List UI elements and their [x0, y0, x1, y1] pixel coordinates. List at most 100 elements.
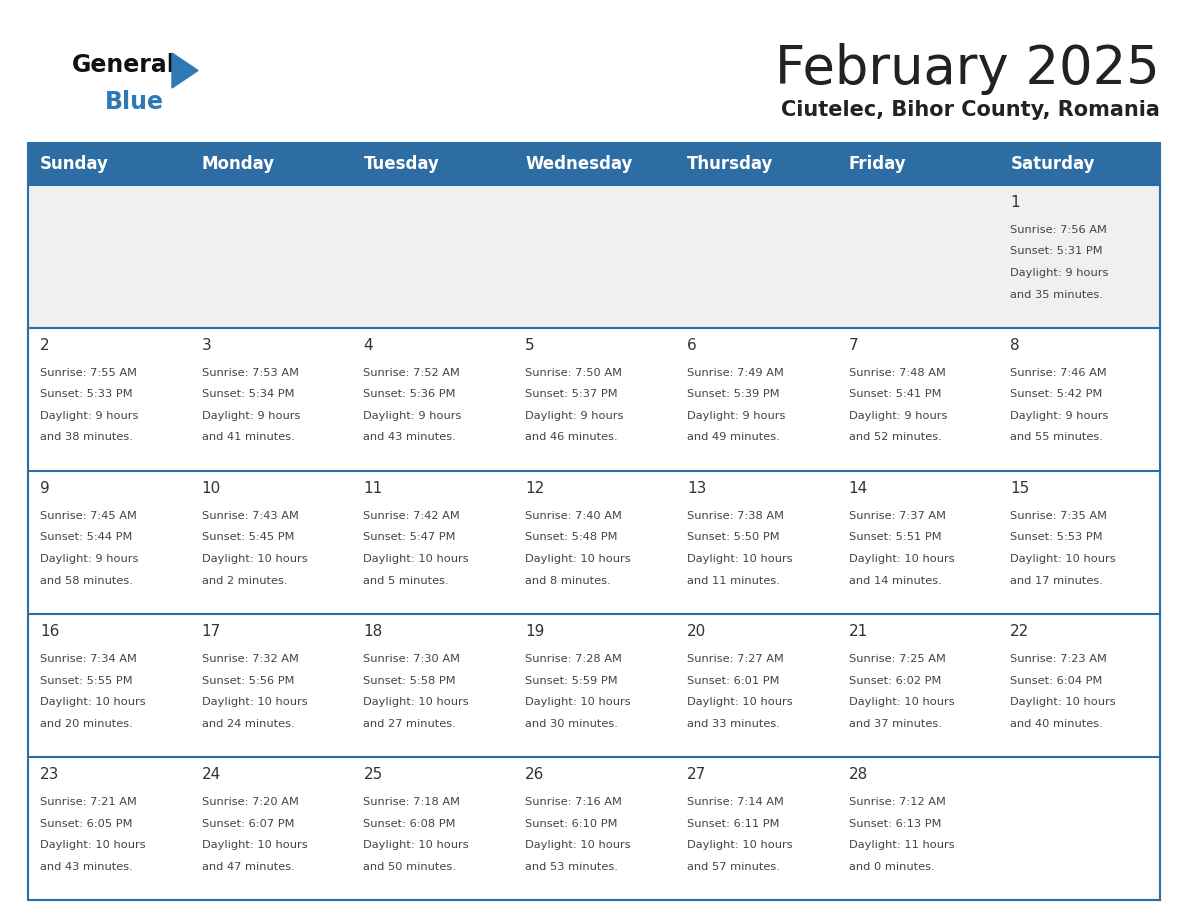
- Text: Daylight: 10 hours: Daylight: 10 hours: [364, 840, 469, 850]
- Text: and 30 minutes.: and 30 minutes.: [525, 719, 618, 729]
- Text: Daylight: 10 hours: Daylight: 10 hours: [40, 840, 146, 850]
- Text: and 47 minutes.: and 47 minutes.: [202, 861, 295, 871]
- Text: 28: 28: [848, 767, 867, 782]
- Text: 22: 22: [1010, 624, 1030, 639]
- Text: Sunrise: 7:53 AM: Sunrise: 7:53 AM: [202, 368, 298, 378]
- Text: Sunset: 5:56 PM: Sunset: 5:56 PM: [202, 676, 295, 686]
- Text: Daylight: 9 hours: Daylight: 9 hours: [1010, 268, 1108, 278]
- Text: and 43 minutes.: and 43 minutes.: [40, 861, 133, 871]
- Text: 14: 14: [848, 481, 867, 496]
- Polygon shape: [172, 53, 198, 88]
- Text: Sunrise: 7:21 AM: Sunrise: 7:21 AM: [40, 797, 137, 807]
- Text: Daylight: 10 hours: Daylight: 10 hours: [364, 697, 469, 707]
- Text: 27: 27: [687, 767, 706, 782]
- Text: Sunrise: 7:32 AM: Sunrise: 7:32 AM: [202, 654, 298, 664]
- Text: Sunrise: 7:40 AM: Sunrise: 7:40 AM: [525, 511, 623, 521]
- Text: Daylight: 10 hours: Daylight: 10 hours: [687, 840, 792, 850]
- Text: and 58 minutes.: and 58 minutes.: [40, 576, 133, 586]
- Text: Daylight: 9 hours: Daylight: 9 hours: [525, 411, 624, 421]
- Text: Saturday: Saturday: [1010, 155, 1095, 173]
- Text: Daylight: 9 hours: Daylight: 9 hours: [40, 411, 138, 421]
- Text: and 8 minutes.: and 8 minutes.: [525, 576, 611, 586]
- Text: Sunrise: 7:12 AM: Sunrise: 7:12 AM: [848, 797, 946, 807]
- Text: 8: 8: [1010, 338, 1020, 353]
- Text: 26: 26: [525, 767, 544, 782]
- Text: Sunrise: 7:27 AM: Sunrise: 7:27 AM: [687, 654, 784, 664]
- Text: Daylight: 10 hours: Daylight: 10 hours: [364, 554, 469, 564]
- Text: Daylight: 9 hours: Daylight: 9 hours: [1010, 411, 1108, 421]
- Text: Sunset: 5:50 PM: Sunset: 5:50 PM: [687, 532, 779, 543]
- Text: and 11 minutes.: and 11 minutes.: [687, 576, 779, 586]
- Text: 20: 20: [687, 624, 706, 639]
- Text: and 40 minutes.: and 40 minutes.: [1010, 719, 1102, 729]
- Text: and 0 minutes.: and 0 minutes.: [848, 861, 934, 871]
- Text: Sunrise: 7:16 AM: Sunrise: 7:16 AM: [525, 797, 623, 807]
- Text: Sunrise: 7:37 AM: Sunrise: 7:37 AM: [848, 511, 946, 521]
- Text: Sunset: 6:10 PM: Sunset: 6:10 PM: [525, 819, 618, 829]
- Text: 1: 1: [1010, 195, 1020, 210]
- Text: 24: 24: [202, 767, 221, 782]
- Text: Sunset: 5:31 PM: Sunset: 5:31 PM: [1010, 247, 1102, 256]
- Text: 12: 12: [525, 481, 544, 496]
- Text: and 14 minutes.: and 14 minutes.: [848, 576, 941, 586]
- Text: and 46 minutes.: and 46 minutes.: [525, 432, 618, 442]
- Text: Daylight: 10 hours: Daylight: 10 hours: [848, 554, 954, 564]
- Text: Wednesday: Wednesday: [525, 155, 632, 173]
- Text: 4: 4: [364, 338, 373, 353]
- Text: Sunrise: 7:46 AM: Sunrise: 7:46 AM: [1010, 368, 1107, 378]
- Text: Sunrise: 7:50 AM: Sunrise: 7:50 AM: [525, 368, 623, 378]
- Text: and 41 minutes.: and 41 minutes.: [202, 432, 295, 442]
- Text: Sunset: 6:04 PM: Sunset: 6:04 PM: [1010, 676, 1102, 686]
- Text: Sunset: 6:07 PM: Sunset: 6:07 PM: [202, 819, 295, 829]
- Text: 9: 9: [40, 481, 50, 496]
- Text: and 35 minutes.: and 35 minutes.: [1010, 289, 1104, 299]
- Text: and 49 minutes.: and 49 minutes.: [687, 432, 779, 442]
- Text: 13: 13: [687, 481, 706, 496]
- Text: Daylight: 10 hours: Daylight: 10 hours: [687, 554, 792, 564]
- Text: and 24 minutes.: and 24 minutes.: [202, 719, 295, 729]
- Text: and 57 minutes.: and 57 minutes.: [687, 861, 779, 871]
- Bar: [29, 757, 1159, 900]
- Text: 6: 6: [687, 338, 696, 353]
- Text: Daylight: 9 hours: Daylight: 9 hours: [40, 554, 138, 564]
- Text: Sunrise: 7:42 AM: Sunrise: 7:42 AM: [364, 511, 460, 521]
- Bar: [29, 471, 1159, 614]
- Text: 23: 23: [40, 767, 59, 782]
- Text: and 50 minutes.: and 50 minutes.: [364, 861, 456, 871]
- Text: Daylight: 9 hours: Daylight: 9 hours: [202, 411, 301, 421]
- Text: 11: 11: [364, 481, 383, 496]
- Text: Daylight: 10 hours: Daylight: 10 hours: [1010, 554, 1116, 564]
- Text: 21: 21: [848, 624, 867, 639]
- Text: Sunset: 5:34 PM: Sunset: 5:34 PM: [202, 389, 295, 399]
- Text: Daylight: 10 hours: Daylight: 10 hours: [1010, 697, 1116, 707]
- Text: Sunset: 5:33 PM: Sunset: 5:33 PM: [40, 389, 133, 399]
- Text: Sunrise: 7:30 AM: Sunrise: 7:30 AM: [364, 654, 461, 664]
- Text: and 2 minutes.: and 2 minutes.: [202, 576, 287, 586]
- Text: Sunset: 5:55 PM: Sunset: 5:55 PM: [40, 676, 133, 686]
- Bar: [29, 614, 1159, 757]
- Text: and 43 minutes.: and 43 minutes.: [364, 432, 456, 442]
- Text: Sunrise: 7:35 AM: Sunrise: 7:35 AM: [1010, 511, 1107, 521]
- Text: Sunset: 6:02 PM: Sunset: 6:02 PM: [848, 676, 941, 686]
- Bar: [29, 143, 1159, 900]
- Text: Daylight: 10 hours: Daylight: 10 hours: [687, 697, 792, 707]
- Text: Sunset: 6:05 PM: Sunset: 6:05 PM: [40, 819, 133, 829]
- Text: Tuesday: Tuesday: [364, 155, 440, 173]
- Text: Sunset: 6:13 PM: Sunset: 6:13 PM: [848, 819, 941, 829]
- Text: Sunrise: 7:52 AM: Sunrise: 7:52 AM: [364, 368, 460, 378]
- Text: and 38 minutes.: and 38 minutes.: [40, 432, 133, 442]
- Text: Daylight: 10 hours: Daylight: 10 hours: [40, 697, 146, 707]
- Text: Sunrise: 7:48 AM: Sunrise: 7:48 AM: [848, 368, 946, 378]
- Text: Sunrise: 7:43 AM: Sunrise: 7:43 AM: [202, 511, 298, 521]
- Text: Sunrise: 7:45 AM: Sunrise: 7:45 AM: [40, 511, 137, 521]
- Text: Sunrise: 7:38 AM: Sunrise: 7:38 AM: [687, 511, 784, 521]
- Text: Sunrise: 7:28 AM: Sunrise: 7:28 AM: [525, 654, 623, 664]
- Text: Sunrise: 7:49 AM: Sunrise: 7:49 AM: [687, 368, 784, 378]
- Bar: [29, 143, 1159, 185]
- Text: Daylight: 10 hours: Daylight: 10 hours: [202, 840, 308, 850]
- Text: 15: 15: [1010, 481, 1030, 496]
- Text: Sunset: 5:47 PM: Sunset: 5:47 PM: [364, 532, 456, 543]
- Text: and 27 minutes.: and 27 minutes.: [364, 719, 456, 729]
- Text: Sunset: 6:08 PM: Sunset: 6:08 PM: [364, 819, 456, 829]
- Text: Daylight: 10 hours: Daylight: 10 hours: [202, 697, 308, 707]
